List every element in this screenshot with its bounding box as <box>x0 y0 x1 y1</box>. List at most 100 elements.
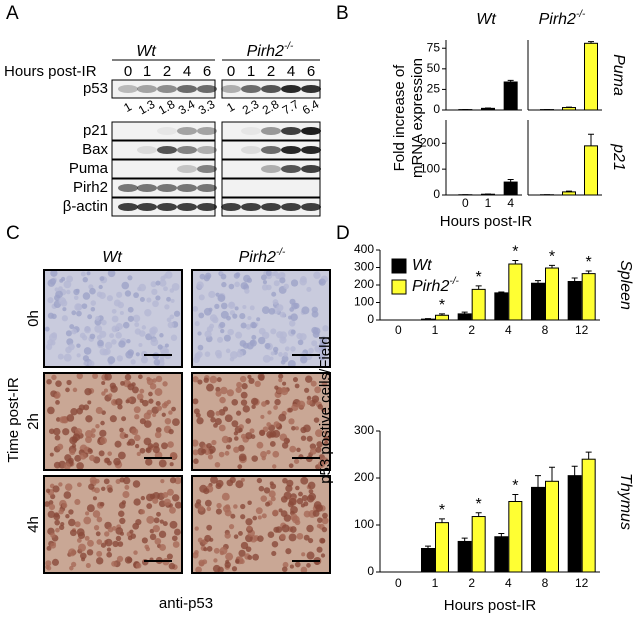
cell <box>77 482 82 488</box>
cell <box>197 344 204 351</box>
cell <box>300 566 308 574</box>
cell <box>114 440 122 448</box>
cell <box>197 379 203 385</box>
cell <box>166 317 172 323</box>
lane-number: 6 <box>307 63 315 80</box>
cell <box>107 451 112 456</box>
cell <box>103 478 110 485</box>
cell <box>170 334 178 341</box>
cell <box>90 433 96 438</box>
cell <box>85 563 91 569</box>
cell <box>99 330 107 338</box>
cell <box>45 488 51 493</box>
blot-band <box>241 85 261 93</box>
bar <box>503 81 518 111</box>
group-header-sup: -/- <box>284 41 294 52</box>
error-bar <box>425 545 431 549</box>
cell <box>159 544 166 551</box>
cell <box>235 386 242 394</box>
cell <box>226 389 234 397</box>
group-header: Pirh2-/- <box>247 41 294 61</box>
error-bar <box>549 466 555 482</box>
cell <box>155 280 161 286</box>
cell <box>127 383 135 391</box>
cell <box>47 406 55 415</box>
cell <box>107 526 114 533</box>
cell <box>168 562 176 570</box>
cell <box>65 513 70 519</box>
cell <box>267 531 275 539</box>
cell <box>260 450 267 458</box>
panel-letter: C <box>6 223 20 244</box>
cell <box>64 483 73 491</box>
group-header-main: Pirh2 <box>539 11 576 28</box>
cell <box>171 535 178 542</box>
cell <box>59 524 65 531</box>
cell <box>116 291 123 298</box>
group-header-main: Pirh2 <box>247 43 284 60</box>
cell <box>78 404 85 411</box>
blot-band <box>157 184 177 192</box>
x-tick-label: 8 <box>542 323 549 337</box>
cell <box>228 283 235 290</box>
quantification: 2.3 <box>240 97 262 118</box>
cell <box>104 531 110 537</box>
blot-band <box>157 85 177 93</box>
x-tick-label: 0 <box>462 196 469 210</box>
cell <box>206 409 215 418</box>
cell <box>107 487 113 493</box>
cell <box>50 532 56 538</box>
bar <box>545 480 559 573</box>
cell <box>251 322 257 329</box>
group-header-sup: -/- <box>576 9 586 20</box>
cell <box>148 391 153 397</box>
side-label: Spleen <box>617 260 634 310</box>
bar <box>471 288 486 321</box>
cell <box>71 443 77 448</box>
blot-band <box>281 146 301 154</box>
cell <box>71 310 77 316</box>
cell <box>321 381 328 387</box>
cell <box>140 356 149 364</box>
cell <box>230 351 238 359</box>
side-label: Thymus <box>617 473 634 530</box>
cell <box>172 418 180 427</box>
cell <box>323 430 329 435</box>
cell <box>213 547 220 554</box>
lane-number: 1 <box>247 63 255 80</box>
cell <box>130 359 136 365</box>
cell <box>73 295 79 301</box>
cell <box>164 417 172 425</box>
cell <box>84 326 92 334</box>
cell <box>57 353 64 360</box>
cell <box>124 373 132 381</box>
cell <box>198 294 205 301</box>
cell <box>168 428 174 435</box>
cell <box>271 540 279 548</box>
cell <box>86 549 94 556</box>
x-tick-label: 12 <box>575 576 589 590</box>
cell <box>313 271 321 279</box>
cell <box>76 353 81 358</box>
cell <box>283 352 289 357</box>
cell <box>152 442 160 449</box>
cell <box>303 534 310 541</box>
cell <box>251 404 256 410</box>
cell <box>289 298 296 305</box>
blot-band <box>137 85 157 93</box>
cell <box>109 333 115 339</box>
cell <box>319 350 327 358</box>
cell <box>86 271 91 276</box>
cell <box>274 385 279 390</box>
error-bar <box>439 518 445 523</box>
cell <box>96 539 103 545</box>
cell <box>87 447 92 453</box>
cell <box>279 311 286 318</box>
cell <box>280 336 285 341</box>
cell <box>272 450 280 458</box>
cell <box>268 307 276 315</box>
cell <box>320 457 329 465</box>
cell <box>300 503 305 508</box>
cell <box>228 301 235 308</box>
cell <box>250 397 259 406</box>
